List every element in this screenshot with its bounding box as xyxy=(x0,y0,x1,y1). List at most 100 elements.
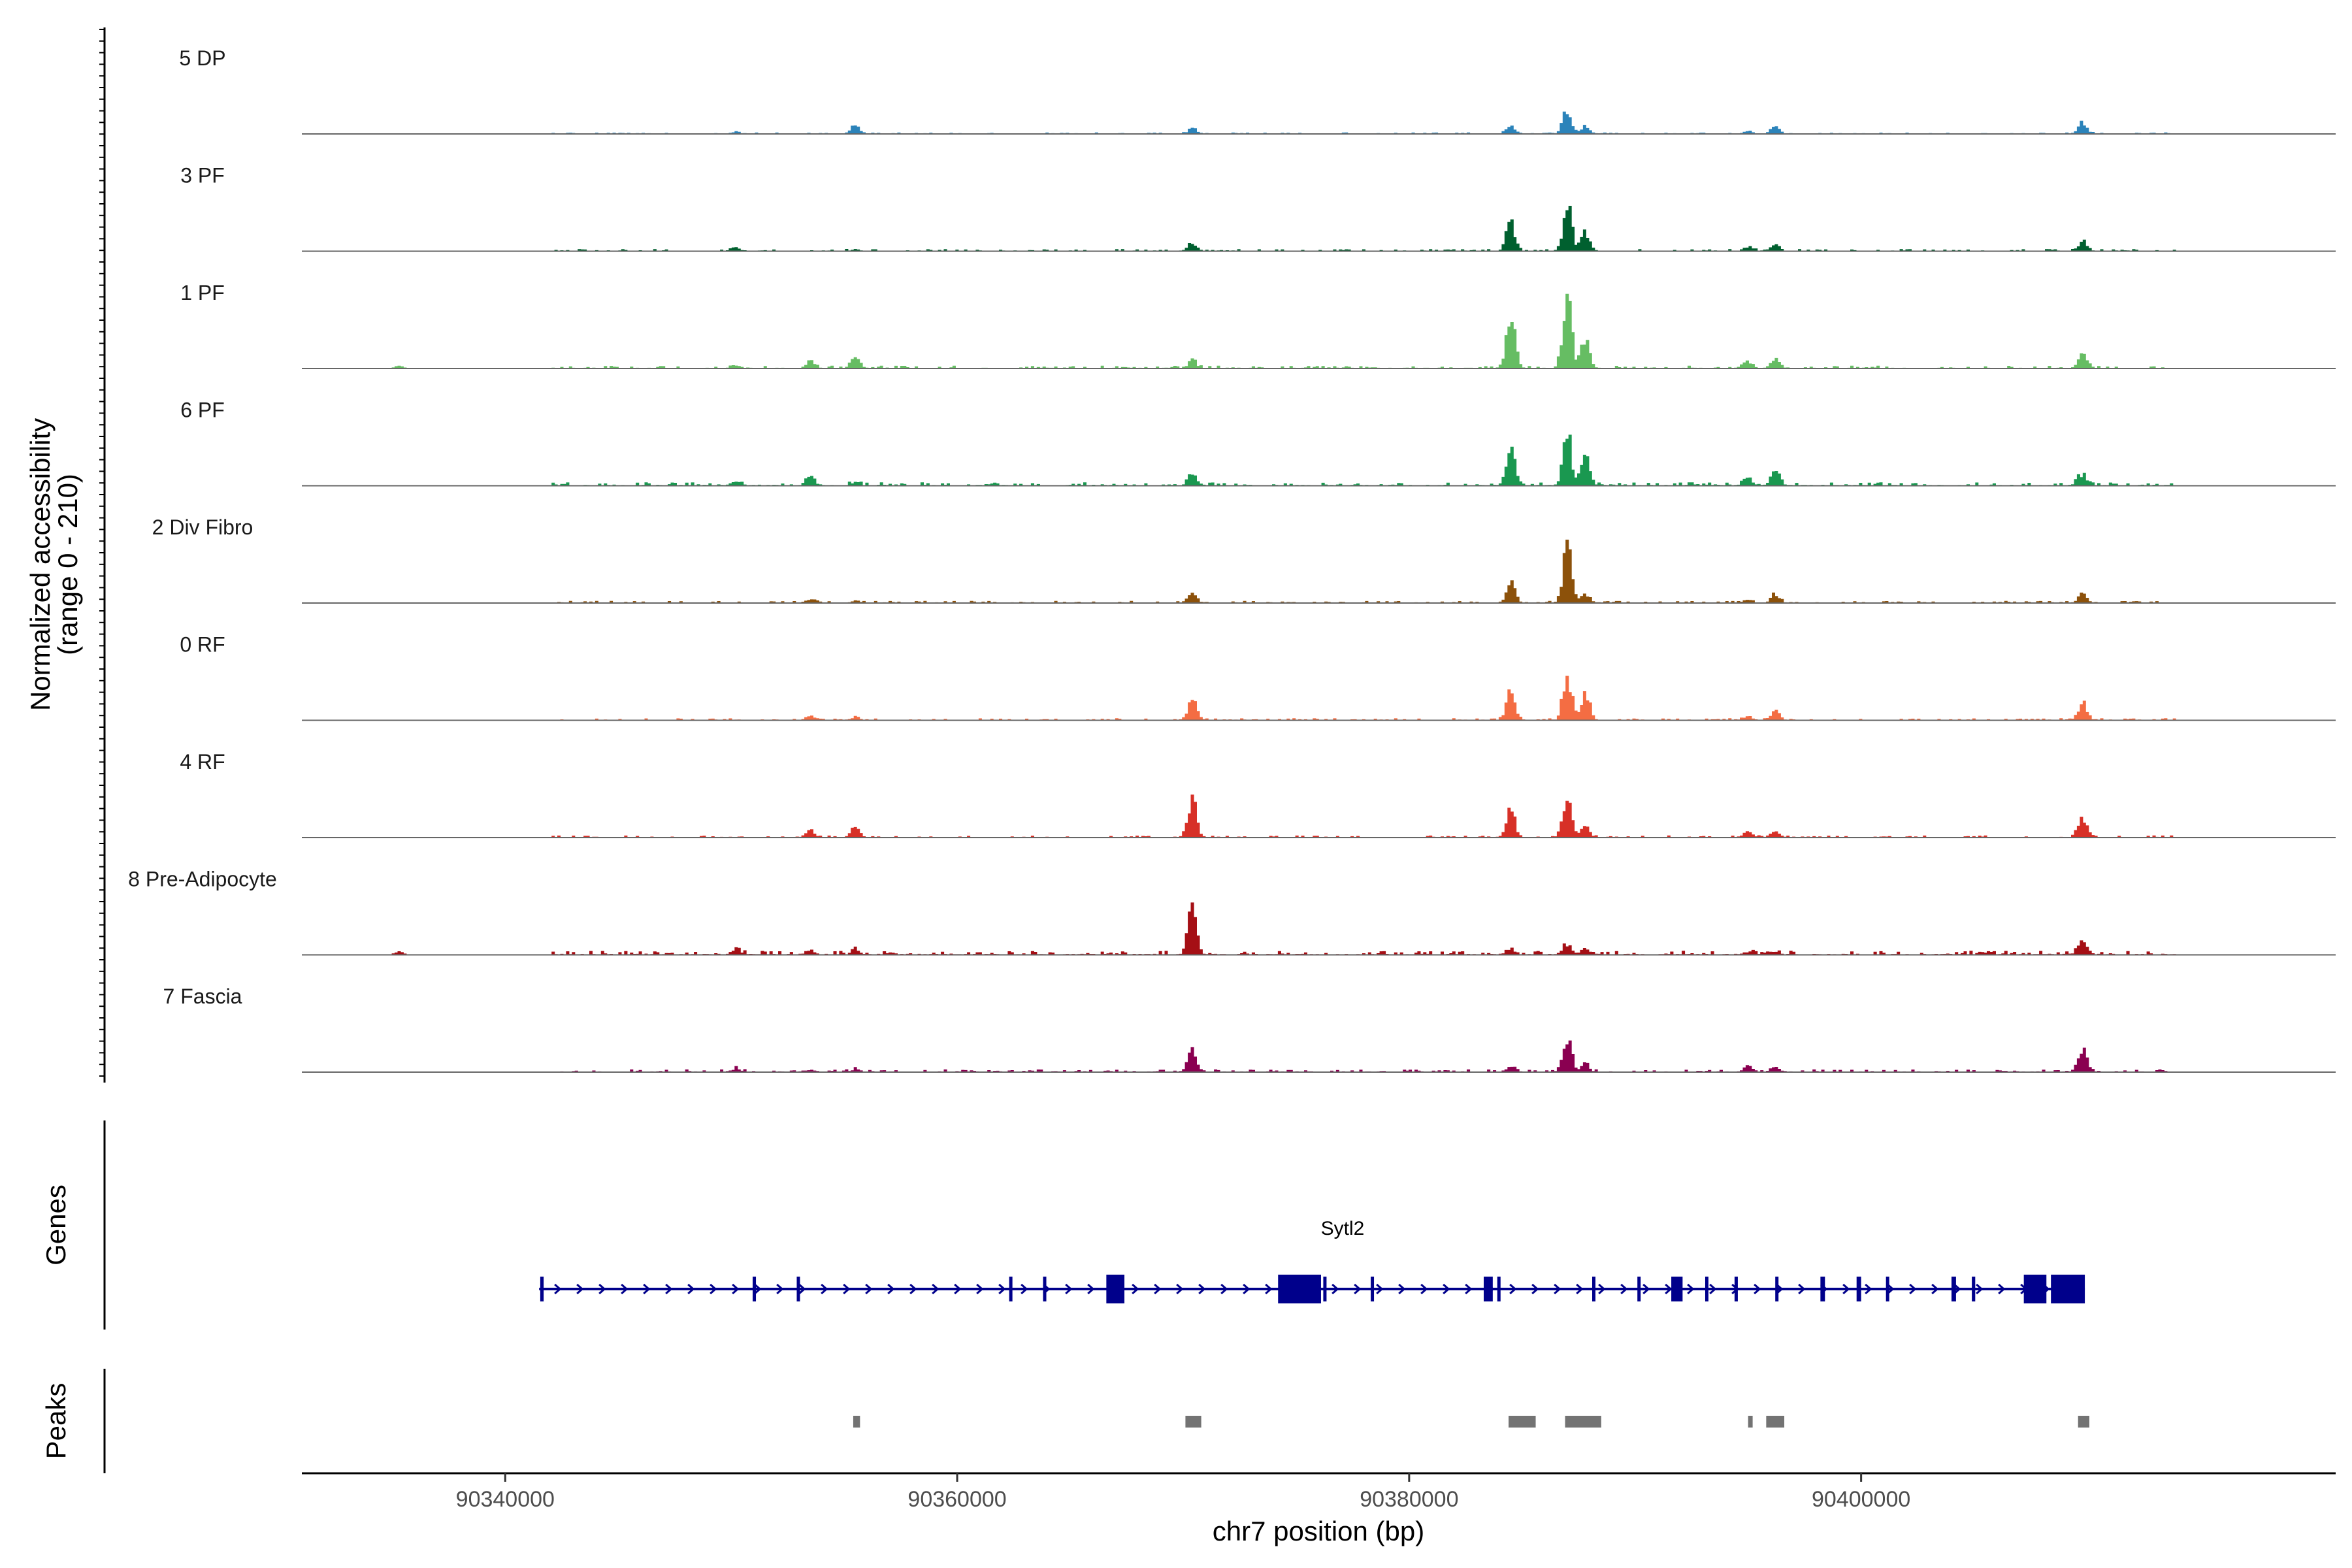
strand-arrow xyxy=(798,1283,806,1295)
strand-arrow xyxy=(932,1283,939,1295)
strand-arrow xyxy=(1331,1283,1339,1295)
gene-exon xyxy=(1592,1277,1596,1301)
strand-arrow xyxy=(1065,1283,1073,1295)
coverage-area xyxy=(302,206,2336,252)
strand-arrow xyxy=(1465,1283,1473,1295)
strand-arrow xyxy=(1376,1283,1384,1295)
strand-arrow xyxy=(754,1283,762,1295)
x-tick-label: 90380000 xyxy=(1360,1487,1458,1512)
track-label: 0 RF xyxy=(180,633,225,657)
track-label: 8 Pre-Adipocyte xyxy=(128,868,277,891)
genes-panel-title: Genes xyxy=(41,1184,71,1266)
coverage-track: 2 Div Fibro xyxy=(152,515,2336,604)
peak-regions xyxy=(853,1416,2089,1428)
gene-exon xyxy=(796,1277,800,1301)
gene-exon xyxy=(1856,1277,1861,1301)
strand-arrow xyxy=(865,1283,873,1295)
gene-exon xyxy=(1775,1277,1779,1301)
strand-arrow xyxy=(1243,1283,1250,1295)
strand-arrow xyxy=(887,1283,895,1295)
strand-arrow xyxy=(821,1283,828,1295)
track-label: 3 PF xyxy=(180,164,225,188)
strand-arrow xyxy=(1709,1283,1717,1295)
x-axis-ticks: 90340000 90360000 90380000 90400000 xyxy=(456,1473,1910,1512)
gene-exon xyxy=(2051,1275,2085,1303)
strand-arrow xyxy=(1754,1283,1761,1295)
gene-exon xyxy=(1323,1277,1327,1301)
gene-exon xyxy=(1972,1277,1976,1301)
strand-arrow xyxy=(1687,1283,1695,1295)
strand-arrow xyxy=(1598,1283,1606,1295)
strand-arrow xyxy=(1887,1283,1895,1295)
gene-exon xyxy=(1705,1277,1708,1301)
y-axis-title-line2: (range 0 - 210) xyxy=(52,474,83,655)
coverage-area xyxy=(302,293,2336,369)
strand-arrow xyxy=(1576,1283,1584,1295)
strand-arrow xyxy=(1554,1283,1561,1295)
coverage-area xyxy=(302,676,2336,721)
x-tick-label: 90400000 xyxy=(1812,1487,1910,1512)
strand-arrow xyxy=(598,1283,606,1295)
gene-exon xyxy=(1483,1277,1493,1301)
peak-region xyxy=(853,1416,860,1428)
coverage-track: 5 DP xyxy=(179,46,2336,135)
gene-exon xyxy=(1106,1275,1125,1303)
strand-arrow xyxy=(1865,1283,1872,1295)
gene-exon xyxy=(540,1277,544,1301)
coverage-area xyxy=(302,540,2336,604)
strand-arrow xyxy=(1154,1283,1162,1295)
strand-arrow xyxy=(643,1283,651,1295)
peak-region xyxy=(1766,1416,1785,1428)
y-axis-title-line1: Normalized accessibility xyxy=(25,418,56,711)
strand-arrow xyxy=(1420,1283,1428,1295)
strand-arrow xyxy=(710,1283,717,1295)
coverage-track: 7 Fascia xyxy=(163,985,2336,1073)
coverage-area xyxy=(302,794,2336,838)
coverage-y-axis xyxy=(99,27,106,1083)
gene-model xyxy=(539,1275,2085,1303)
gene-exon xyxy=(1734,1277,1738,1301)
strand-arrow xyxy=(954,1283,962,1295)
peak-region xyxy=(1509,1416,1536,1428)
gene-exon xyxy=(1886,1277,1889,1301)
strand-arrow xyxy=(843,1283,851,1295)
strand-arrow xyxy=(1531,1283,1539,1295)
x-axis-title: chr7 position (bp) xyxy=(1213,1516,1425,1546)
strand-arrow xyxy=(1398,1283,1406,1295)
coverage-track: 8 Pre-Adipocyte xyxy=(128,868,2336,956)
strand-arrow xyxy=(1976,1283,1984,1295)
strand-arrow xyxy=(1620,1283,1628,1295)
strand-arrow xyxy=(1021,1283,1028,1295)
gene-exon xyxy=(1951,1277,1956,1301)
peak-region xyxy=(2078,1416,2089,1428)
strand-arrow xyxy=(1665,1283,1673,1295)
strand-arrow xyxy=(576,1283,584,1295)
gene-exon xyxy=(1371,1277,1375,1301)
strand-arrow xyxy=(1087,1283,1095,1295)
gene-exon xyxy=(1671,1277,1683,1301)
peak-region xyxy=(1748,1416,1753,1428)
track-label: 5 DP xyxy=(179,46,225,70)
strand-arrow xyxy=(665,1283,673,1295)
strand-arrow xyxy=(1176,1283,1184,1295)
strand-arrow xyxy=(1443,1283,1450,1295)
gene-exon xyxy=(1497,1277,1501,1301)
strand-arrow xyxy=(1354,1283,1362,1295)
strand-arrow xyxy=(621,1283,629,1295)
coverage-area xyxy=(302,902,2336,955)
strand-arrow xyxy=(976,1283,984,1295)
coverage-track: 4 RF xyxy=(180,750,2336,838)
strand-arrow xyxy=(687,1283,695,1295)
strand-arrow xyxy=(554,1283,562,1295)
peaks-panel-title: Peaks xyxy=(41,1383,71,1460)
strand-arrow xyxy=(998,1283,1006,1295)
strand-arrow xyxy=(909,1283,917,1295)
strand-arrow xyxy=(776,1283,784,1295)
gene-exon xyxy=(1820,1277,1825,1301)
track-label: 2 Div Fibro xyxy=(152,515,253,539)
strand-arrow xyxy=(1998,1283,2006,1295)
coverage-area xyxy=(302,111,2336,135)
x-tick-label: 90340000 xyxy=(456,1487,555,1512)
gene-exon xyxy=(1278,1275,1321,1303)
track-label: 7 Fascia xyxy=(163,985,242,1008)
